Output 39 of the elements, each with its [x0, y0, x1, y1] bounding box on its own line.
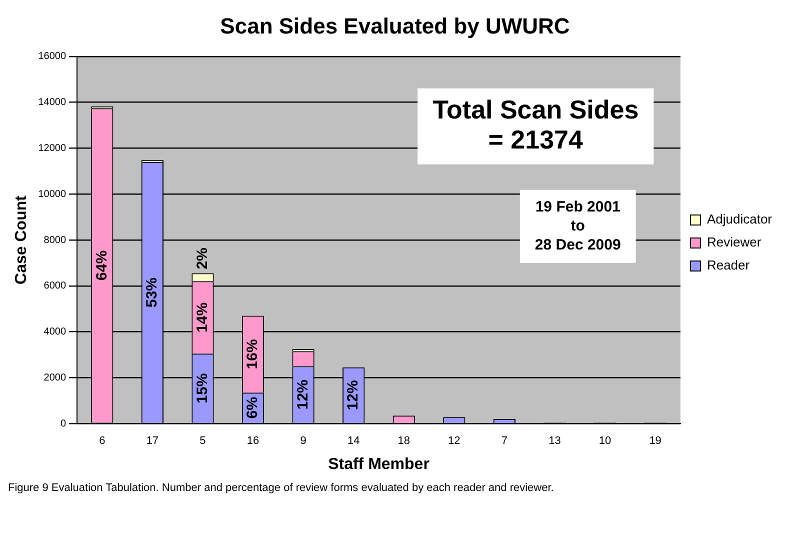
y-axis-title: Case Count: [13, 194, 30, 284]
x-tick-label: 5: [200, 435, 206, 448]
annotation: 64%: [93, 250, 110, 280]
x-tick-label: 16: [246, 435, 260, 448]
annotation: 2%: [194, 248, 211, 270]
annotation: 15%: [194, 373, 211, 404]
y-tick-label: 0: [60, 418, 66, 430]
y-tick-label: 6000: [44, 280, 66, 292]
x-tick-label: 18: [398, 435, 410, 448]
y-tick-label: 8000: [44, 234, 66, 246]
annotation: 6%: [244, 396, 262, 419]
caption: Figure 9 Evaluation Tabulation. Number and percentage of review forms evaluated by each reader and reviewer.: [8, 482, 555, 494]
x-tick-label: 13: [548, 435, 561, 448]
annotation: 12%: [294, 380, 312, 410]
y-tick-label: 4000: [44, 326, 66, 338]
y-tick-label: 2000: [44, 372, 66, 384]
annotation: 53%: [144, 277, 161, 308]
x-tick-label: 19: [649, 435, 662, 448]
annotation: 12%: [344, 380, 362, 410]
legend-label: Reviewer: [706, 234, 762, 250]
y-tick-label: 14000: [38, 97, 66, 108]
x-tick-label: 14: [347, 435, 360, 448]
legend-label: Adjudicator: [706, 212, 773, 227]
x-tick-label: 7: [501, 435, 508, 448]
x-tick-label: 9: [300, 435, 306, 448]
x-tick-label: 12: [448, 435, 460, 448]
x-axis-title: Staff Member: [328, 456, 430, 473]
x-tick-label: 6: [99, 435, 106, 448]
y-tick-label: 16000: [38, 51, 66, 62]
annotation: 16%: [244, 339, 262, 370]
y-tick-label: 12000: [38, 142, 66, 154]
annotation: Total Scan Sides = 21374: [432, 94, 639, 155]
chart-title: Scan Sides Evaluated by UWURC: [220, 13, 570, 38]
annotation: 19 Feb 2001 to 28 Dec 2009: [534, 198, 621, 254]
legend-label: Reader: [706, 258, 750, 273]
annotation: 14%: [194, 302, 211, 332]
x-tick-label: 10: [598, 435, 612, 448]
x-tick-label: 17: [146, 435, 159, 448]
y-tick-label: 10000: [38, 188, 66, 200]
